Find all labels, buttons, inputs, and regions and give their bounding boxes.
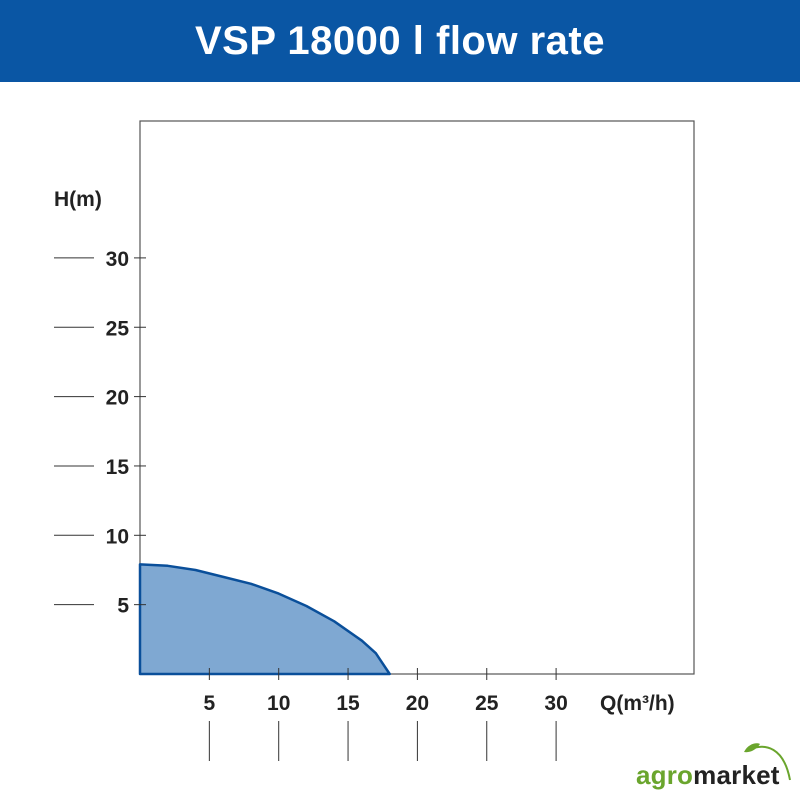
head-flow-curve-area xyxy=(138,563,391,676)
y-tick-label: 30 xyxy=(106,248,129,271)
brand-logo: agromarket xyxy=(636,740,796,790)
y-tick-label: 5 xyxy=(117,595,129,618)
x-axis-label: Q(m³/h) xyxy=(600,692,675,715)
x-tick-label: 15 xyxy=(336,692,360,715)
header-bar: VSP 18000 l flow rate xyxy=(0,0,800,82)
x-tick-label: 5 xyxy=(204,692,216,715)
x-tick-label: 10 xyxy=(267,692,290,715)
logo-text-market: market xyxy=(693,760,780,790)
y-tick-label: 25 xyxy=(106,317,130,340)
page-title: VSP 18000 l flow rate xyxy=(195,18,605,63)
y-tick-label: 15 xyxy=(106,456,130,479)
logo-text: agromarket xyxy=(636,760,780,791)
logo-text-agro: agro xyxy=(636,760,694,790)
y-tick-label: 10 xyxy=(106,525,129,548)
leaf-icon xyxy=(744,743,791,781)
x-tick-label: 30 xyxy=(544,692,567,715)
y-tick-label: 20 xyxy=(106,387,129,410)
y-axis-label: H(m) xyxy=(54,188,102,211)
x-tick-label: 20 xyxy=(406,692,429,715)
x-tick-label: 25 xyxy=(475,692,499,715)
